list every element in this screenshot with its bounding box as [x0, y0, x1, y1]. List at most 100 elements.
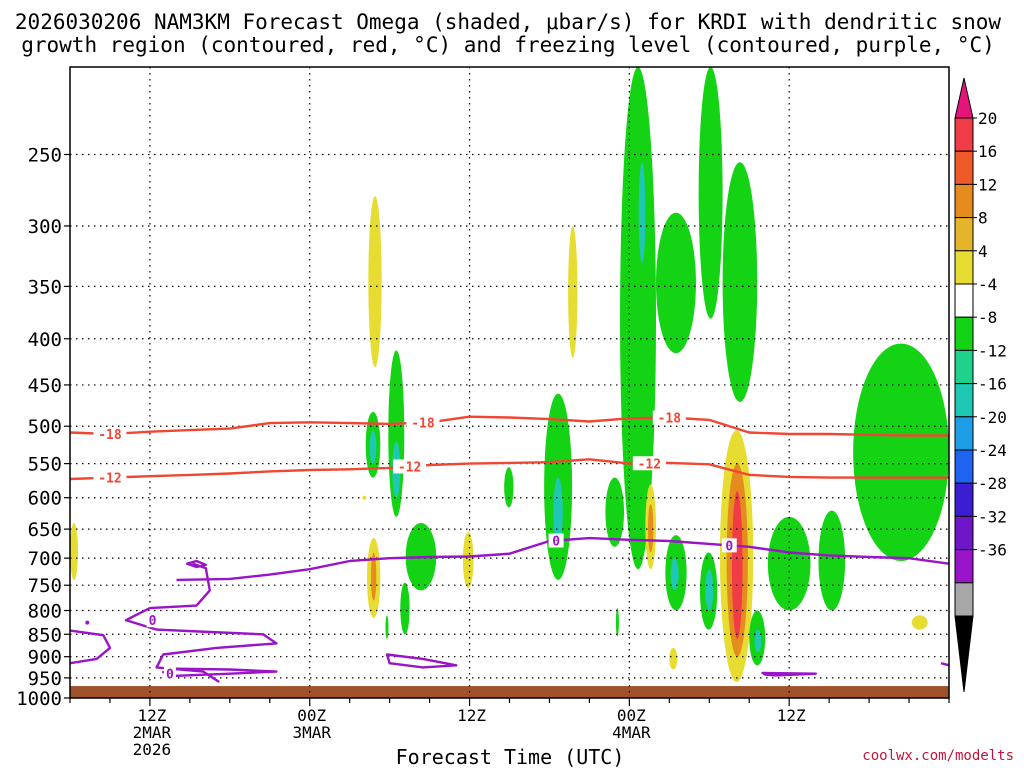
x-tick-label-54-0: 12Z [777, 706, 806, 725]
colorbar-label--8: -8 [978, 308, 997, 327]
contour-label-bg--18-0 [93, 427, 127, 442]
freezing-loop-2 [70, 629, 112, 665]
omega-area-16 [605, 477, 625, 547]
contour-label--18-1: -18 [411, 417, 435, 432]
y-tick-label-700: 700 [28, 548, 62, 570]
freezing-loop-4 [385, 653, 458, 669]
omega-area-34 [767, 516, 811, 611]
colorbar-label-8: 8 [978, 209, 988, 228]
colorbar-segment-12 [954, 515, 974, 551]
omega-shading [70, 67, 949, 682]
colorbar-label--16: -16 [978, 375, 1007, 394]
x-tick-label-6-1: 2MAR [133, 723, 172, 742]
contour-label-bg--18-1 [406, 415, 440, 430]
chart-title-line1: 2026030206 NAM3KM Forecast Omega (shaded… [15, 10, 1002, 34]
colorbar-segment-10 [954, 449, 974, 484]
y-tick-label-500: 500 [28, 416, 62, 438]
freezing-label-bg-1 [163, 666, 176, 681]
y-tick-label-300: 300 [28, 216, 62, 238]
omega-area-10 [400, 582, 410, 635]
freezing-label-0: 0 [149, 614, 157, 629]
omega-area-21 [698, 67, 723, 319]
y-tick-label-550: 550 [28, 454, 62, 476]
colorbar-label--28: -28 [978, 474, 1007, 493]
y-tick-label-1000: 1000 [16, 688, 62, 710]
plot-area: -18-18 -18-12-12 -120 000 [69, 66, 950, 699]
omega-area-12 [504, 467, 514, 508]
colorbar-label--24: -24 [978, 441, 1007, 460]
contour-label-bg--12-2 [632, 456, 666, 471]
contour-label--18-0: -18 [98, 428, 122, 443]
colorbar-segment-8 [954, 383, 974, 418]
freezing-loop-0 [124, 562, 278, 684]
freezing-loop-5 [761, 671, 817, 677]
omega-area-31 [731, 491, 743, 639]
colorbar-label-12: 12 [978, 175, 997, 194]
contour-label-0-1: 0 [725, 539, 733, 554]
omega-area-28 [705, 569, 714, 611]
y-axis: 2503003504004505005506006507007508008509… [16, 144, 70, 710]
colorbar-segment-0 [954, 117, 974, 152]
y-tick-label-950: 950 [28, 668, 62, 690]
y-tick-label-850: 850 [28, 624, 62, 646]
omega-area-17 [615, 608, 619, 637]
omega-area-8 [385, 615, 389, 639]
scatter-dot-0 [85, 620, 90, 625]
freezing-level-loops: 00 [70, 495, 949, 684]
colorbar-segment-7 [954, 349, 974, 385]
freezing-loop-3 [162, 667, 278, 677]
contour-label--18-2: -18 [658, 412, 682, 427]
freezing-loop-6 [940, 662, 949, 667]
scatter-dot-1 [362, 495, 367, 500]
omega-area-3 [369, 430, 377, 464]
contour-label-bg--18-2 [652, 410, 686, 425]
colorbar-label--20: -20 [978, 408, 1007, 427]
omega-area-38 [669, 647, 678, 670]
x-tick-label-18-1: 3MAR [292, 723, 331, 742]
omega-area-15 [553, 477, 563, 547]
terrain-fill [70, 686, 949, 698]
omega-area-35 [818, 510, 846, 611]
colorbar-segment-14 [954, 582, 974, 617]
colorbar-segment-5 [954, 283, 974, 318]
colorbar-over-triangle [954, 77, 974, 119]
freezing-loop-1 [186, 559, 207, 569]
contour-label--12-2: -12 [638, 457, 661, 472]
colorbar-segment-3 [954, 217, 974, 252]
contour-line-0 [176, 536, 949, 582]
contour-label-bg-0-1 [721, 538, 737, 553]
y-tick-label-750: 750 [28, 575, 62, 597]
x-axis-label: Forecast Time (UTC) [396, 745, 625, 768]
x-tick-label-42-1: 4MAR [612, 723, 651, 742]
colorbar-segment-6 [954, 316, 974, 351]
contour-line--18 [70, 415, 949, 437]
credit-link[interactable]: coolwx.com/modelts [862, 748, 1014, 764]
y-tick-label-600: 600 [28, 488, 62, 510]
colorbar-segment-11 [954, 482, 974, 517]
contour-label--12-1: -12 [398, 460, 421, 475]
contour-line--12 [70, 458, 949, 481]
omega-area-11 [462, 532, 474, 588]
freezing-label-bg-0 [146, 613, 159, 628]
colorbar-segment-4 [954, 250, 974, 285]
x-tick-label-42-0: 00Z [617, 706, 646, 725]
colorbar-label-4: 4 [978, 242, 988, 261]
colorbar-legend: 20 16 12 8 4 -4 -8 -12 -16 -20 -24 -28 -32 -36 [954, 77, 1007, 693]
omega-area-5 [370, 552, 377, 601]
y-tick-label-450: 450 [28, 375, 62, 397]
colorbar-label--12: -12 [978, 341, 1007, 360]
y-tick-label-250: 250 [28, 144, 62, 166]
omega-area-22 [722, 162, 758, 402]
omega-area-20 [656, 212, 696, 354]
colorbar-under-triangle [954, 615, 974, 693]
colorbar-label-20: 20 [978, 109, 997, 128]
contour-label-bg--12-0 [93, 470, 127, 485]
chart-title-line2: growth region (contoured, red, °C) and f… [21, 33, 995, 57]
contour-label-0-0: 0 [552, 534, 560, 549]
plot-frame [69, 66, 950, 699]
y-tick-label-400: 400 [28, 329, 62, 351]
omega-area-36 [853, 343, 949, 561]
y-tick-label-350: 350 [28, 276, 62, 298]
